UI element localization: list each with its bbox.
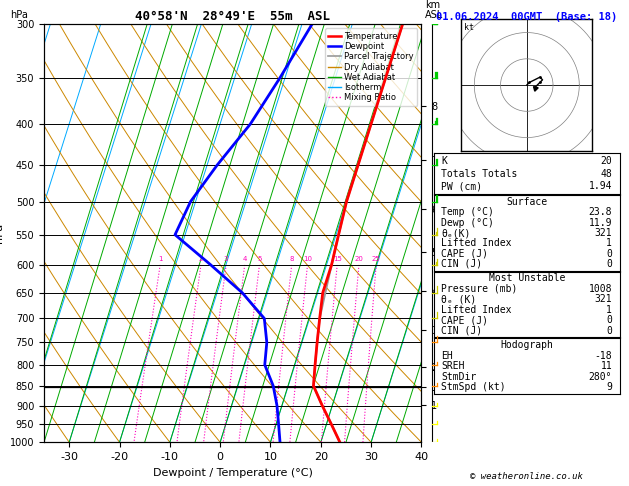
Text: 321: 321	[594, 294, 612, 304]
Text: Dewp (°C): Dewp (°C)	[442, 218, 494, 228]
Text: Temp (°C): Temp (°C)	[442, 208, 494, 217]
Text: 5: 5	[257, 256, 262, 261]
Text: © weatheronline.co.uk: © weatheronline.co.uk	[470, 472, 583, 481]
Text: CIN (J): CIN (J)	[442, 326, 482, 335]
X-axis label: Dewpoint / Temperature (°C): Dewpoint / Temperature (°C)	[153, 468, 313, 478]
Text: 321: 321	[594, 228, 612, 238]
Text: Hodograph: Hodograph	[500, 340, 554, 350]
Text: 1: 1	[158, 256, 162, 261]
Text: 15: 15	[333, 256, 342, 261]
Y-axis label: Mixing Ratio (g/kg): Mixing Ratio (g/kg)	[464, 187, 474, 279]
Text: 1.94: 1.94	[589, 181, 612, 191]
Text: 11.9: 11.9	[589, 218, 612, 228]
Text: 25: 25	[372, 256, 381, 261]
Text: 9: 9	[606, 382, 612, 392]
Text: 1: 1	[606, 305, 612, 315]
Text: 10: 10	[303, 256, 312, 261]
Text: Surface: Surface	[506, 197, 547, 207]
Text: 0: 0	[606, 259, 612, 269]
Text: 11: 11	[601, 361, 612, 371]
Text: 1008: 1008	[589, 284, 612, 294]
Title: 40°58'N  28°49'E  55m  ASL: 40°58'N 28°49'E 55m ASL	[135, 10, 330, 23]
Text: -18: -18	[594, 351, 612, 361]
Text: 23.8: 23.8	[589, 208, 612, 217]
Text: Most Unstable: Most Unstable	[489, 274, 565, 283]
Text: 48: 48	[601, 169, 612, 179]
Legend: Temperature, Dewpoint, Parcel Trajectory, Dry Adiabat, Wet Adiabat, Isotherm, Mi: Temperature, Dewpoint, Parcel Trajectory…	[325, 29, 417, 105]
Text: θₑ(K): θₑ(K)	[442, 228, 471, 238]
Y-axis label: hPa: hPa	[0, 223, 4, 243]
Text: StmDir: StmDir	[442, 372, 477, 382]
Text: km
ASL: km ASL	[425, 0, 443, 20]
Text: 1: 1	[606, 238, 612, 248]
Text: 0: 0	[606, 326, 612, 335]
Text: CAPE (J): CAPE (J)	[442, 249, 489, 259]
Text: Totals Totals: Totals Totals	[442, 169, 518, 179]
Text: Lifted Index: Lifted Index	[442, 305, 512, 315]
Text: CAPE (J): CAPE (J)	[442, 315, 489, 325]
Text: 4: 4	[243, 256, 247, 261]
Text: K: K	[442, 156, 447, 166]
Text: 8: 8	[289, 256, 294, 261]
Text: Lifted Index: Lifted Index	[442, 238, 512, 248]
Text: CIN (J): CIN (J)	[442, 259, 482, 269]
Text: Pressure (mb): Pressure (mb)	[442, 284, 518, 294]
Text: 280°: 280°	[589, 372, 612, 382]
Text: PW (cm): PW (cm)	[442, 181, 482, 191]
Text: StmSpd (kt): StmSpd (kt)	[442, 382, 506, 392]
Text: 0: 0	[606, 315, 612, 325]
Text: SREH: SREH	[442, 361, 465, 371]
Text: 20: 20	[355, 256, 364, 261]
Text: 2: 2	[199, 256, 203, 261]
Text: θₑ (K): θₑ (K)	[442, 294, 477, 304]
Text: EH: EH	[442, 351, 453, 361]
Text: 0: 0	[606, 249, 612, 259]
Text: 01.06.2024  00GMT  (Base: 18): 01.06.2024 00GMT (Base: 18)	[436, 12, 618, 22]
Text: kt: kt	[464, 23, 474, 33]
Text: hPa: hPa	[10, 10, 28, 20]
Text: 3: 3	[224, 256, 228, 261]
Text: 20: 20	[601, 156, 612, 166]
